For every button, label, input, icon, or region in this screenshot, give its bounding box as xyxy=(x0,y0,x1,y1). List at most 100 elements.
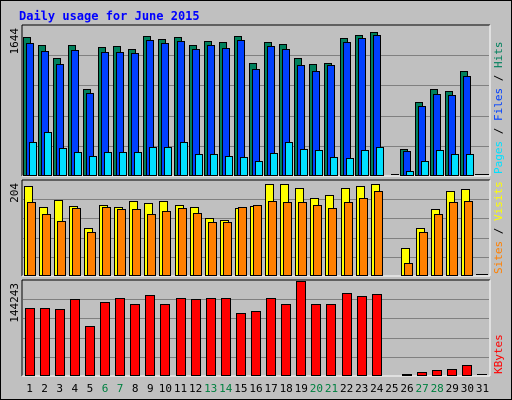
bar-pages xyxy=(119,152,127,176)
bar-sites xyxy=(298,202,307,276)
bar-kbytes xyxy=(130,304,140,376)
day-label: 22 xyxy=(340,382,353,395)
bar-kbytes xyxy=(40,308,50,376)
day-label: 9 xyxy=(147,382,154,395)
bar-sites xyxy=(223,222,232,276)
bar-pages xyxy=(300,149,308,176)
bar-pages xyxy=(240,157,248,176)
day-label: 28 xyxy=(431,382,444,395)
bar-pages xyxy=(406,171,414,176)
bar-sites xyxy=(193,213,202,276)
day-label: 10 xyxy=(159,382,172,395)
bar-sites xyxy=(117,209,126,276)
bar-kbytes xyxy=(296,281,306,376)
bar-sites xyxy=(268,201,277,276)
bar-kbytes xyxy=(342,293,352,376)
bar-pages xyxy=(451,154,459,176)
day-label: 26 xyxy=(400,382,413,395)
series-legend-label: Pages / Files / Hits xyxy=(492,42,505,175)
bar-sites xyxy=(147,214,156,276)
day-label: 29 xyxy=(446,382,459,395)
bar-sites xyxy=(72,208,81,276)
bar-sites xyxy=(42,214,51,276)
bar-sites xyxy=(359,198,368,276)
day-label: 3 xyxy=(56,382,63,395)
bar-kbytes xyxy=(311,304,321,376)
day-label: 21 xyxy=(325,382,338,395)
day-label: 11 xyxy=(174,382,187,395)
day-label: 17 xyxy=(264,382,277,395)
bar-kbytes xyxy=(372,294,382,376)
day-label: 16 xyxy=(249,382,262,395)
bar-pages xyxy=(59,148,67,176)
series-legend-label: Sites / Visits xyxy=(492,181,505,274)
bar-kbytes xyxy=(25,308,35,376)
day-label: 18 xyxy=(280,382,293,395)
bar-kbytes xyxy=(85,326,95,376)
bar-kbytes xyxy=(100,302,110,376)
day-label: 13 xyxy=(204,382,217,395)
bar-kbytes xyxy=(115,298,125,376)
bar-pages xyxy=(285,142,293,176)
bar-pages xyxy=(421,161,429,176)
day-label: 6 xyxy=(102,382,109,395)
bar-kbytes xyxy=(145,295,155,376)
day-label: 30 xyxy=(461,382,474,395)
bar-sites xyxy=(87,232,96,276)
bar-kbytes xyxy=(417,372,427,376)
bar-kbytes xyxy=(432,370,442,376)
bar-pages xyxy=(74,152,82,176)
series-legend-label: KBytes xyxy=(492,334,505,374)
bar-sites xyxy=(328,208,337,276)
bar-sites xyxy=(464,201,473,276)
bar-sites xyxy=(404,263,413,276)
bar-sites xyxy=(434,214,443,276)
day-label: 5 xyxy=(87,382,94,395)
bar-kbytes xyxy=(357,296,367,376)
bar-sites xyxy=(419,232,428,276)
day-label: 2 xyxy=(41,382,48,395)
day-label: 27 xyxy=(415,382,428,395)
bar-pages xyxy=(346,158,354,176)
bar-sites xyxy=(283,202,292,276)
bar-pages xyxy=(149,147,157,176)
legend-part: Files xyxy=(492,88,505,121)
bar-kbytes xyxy=(55,309,65,376)
bar-files xyxy=(237,40,245,176)
bar-pages xyxy=(195,154,203,176)
bar-sites xyxy=(238,207,247,276)
bar-pages xyxy=(481,174,489,175)
day-label: 25 xyxy=(385,382,398,395)
bar-kbytes xyxy=(402,374,412,376)
day-label: 24 xyxy=(370,382,384,395)
day-label: 23 xyxy=(355,382,368,395)
bar-sites xyxy=(102,207,111,276)
bar-kbytes xyxy=(266,298,276,376)
legend-part: / xyxy=(492,68,505,88)
bar-kbytes xyxy=(191,299,201,376)
bar-sites xyxy=(253,205,262,276)
bar-kbytes xyxy=(462,365,472,376)
bar-kbytes xyxy=(206,298,216,376)
legend-part: Visits xyxy=(492,181,505,221)
bar-pages xyxy=(210,154,218,176)
bar-sites xyxy=(344,202,353,276)
bar-kbytes xyxy=(160,304,170,376)
panel-2: 204 Sites / Visits xyxy=(8,179,505,277)
day-label: 8 xyxy=(132,382,139,395)
bar-kbytes xyxy=(477,374,487,375)
bar-pages xyxy=(89,156,97,176)
bar-kbytes xyxy=(447,369,457,376)
bar-pages xyxy=(134,152,142,176)
legend-part: KBytes xyxy=(492,334,505,374)
bar-pages xyxy=(104,152,112,176)
bar-sites xyxy=(27,202,36,276)
bar-sites xyxy=(374,191,383,276)
legend-part: / xyxy=(492,221,505,241)
bar-sites xyxy=(449,202,458,276)
day-label: 4 xyxy=(71,382,78,395)
bar-pages xyxy=(391,174,399,175)
bar-pages xyxy=(361,150,369,176)
bar-pages xyxy=(44,132,52,176)
